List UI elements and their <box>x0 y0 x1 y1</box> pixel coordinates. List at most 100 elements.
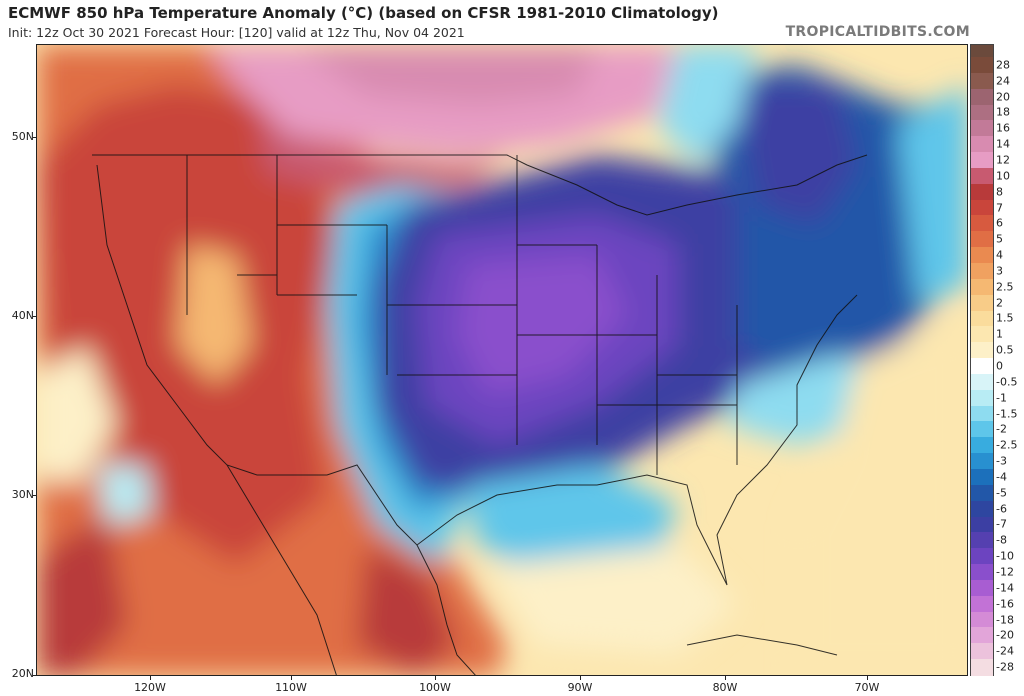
lat-label-40n: 40N <box>11 309 34 322</box>
brand-watermark: TROPICALTIDBITS.COM <box>785 24 970 40</box>
colorbar-swatch <box>971 294 993 312</box>
colorbar-swatch <box>971 659 993 676</box>
colorbar-label: 3 <box>996 264 1003 278</box>
colorbar-label: 24 <box>996 74 1010 88</box>
lat-label-30n: 30N <box>11 488 34 501</box>
colorbar-cap <box>971 45 993 57</box>
colorbar-label: -6 <box>996 502 1007 516</box>
colorbar-label: 7 <box>996 201 1003 215</box>
colorbar-label: 2 <box>996 296 1003 310</box>
colorbar-label: -12 <box>996 565 1014 579</box>
lon-tick <box>580 676 581 680</box>
lon-label-110w: 110W <box>275 681 307 694</box>
colorbar-swatch <box>971 88 993 106</box>
colorbar-swatch <box>971 72 993 90</box>
political-borders <box>92 154 868 675</box>
colorbar-swatch <box>971 516 993 533</box>
colorbar-swatch <box>971 152 993 169</box>
colorbar-label: -18 <box>996 613 1014 627</box>
lon-tick <box>867 676 868 680</box>
mexico-gulf-coast <box>416 544 476 675</box>
anomaly-field <box>37 45 967 675</box>
colorbar-swatch <box>971 104 993 121</box>
colorbar-label: 2.5 <box>996 280 1014 294</box>
lon-tick <box>291 676 292 680</box>
colorbar-swatch <box>971 247 993 264</box>
colorbar-swatch <box>971 484 993 502</box>
colorbar-label: 12 <box>996 153 1010 167</box>
colorbar-swatch <box>971 389 993 407</box>
colorbar-swatch <box>971 421 993 438</box>
colorbar-swatch <box>971 579 993 597</box>
colorbar-swatch <box>971 373 993 391</box>
colorbar-swatch <box>971 595 993 613</box>
lat-tick <box>33 495 37 496</box>
state-lines <box>186 155 518 445</box>
colorbar-label: 0 <box>996 359 1003 373</box>
colorbar-label: 28 <box>996 58 1010 72</box>
lat-tick <box>33 675 37 676</box>
colorbar-label: -1 <box>996 391 1007 405</box>
colorbar-label: 6 <box>996 216 1003 230</box>
colorbar-swatch <box>971 611 993 629</box>
colorbar-label: -20 <box>996 628 1014 642</box>
colorbar-swatch <box>971 183 993 201</box>
colorbar-swatch <box>971 405 993 423</box>
map-title: ECMWF 850 hPa Temperature Anomaly (°C) (… <box>8 4 719 22</box>
colorbar-swatch <box>971 500 993 518</box>
colorbar-swatch <box>971 136 993 153</box>
colorbar-label: 5 <box>996 232 1003 246</box>
us-coastline <box>96 164 858 586</box>
colorbar-swatch <box>971 564 993 581</box>
colorbar-label: 8 <box>996 185 1003 199</box>
lon-label-70w: 70W <box>854 681 880 694</box>
lat-label-50n: 50N <box>11 130 34 143</box>
colorbar-swatch <box>971 453 993 470</box>
colorbar-label: -8 <box>996 533 1007 547</box>
lon-label-80w: 80W <box>712 681 738 694</box>
lon-label-100w: 100W <box>419 681 451 694</box>
lon-tick <box>435 676 436 680</box>
colorbar-swatch <box>971 358 993 375</box>
colorbar-label: -4 <box>996 470 1007 484</box>
colorbar-swatch <box>971 326 993 343</box>
colorbar-swatch <box>971 278 993 296</box>
colorbar-label: -2.5 <box>996 438 1018 452</box>
colorbar-swatch <box>971 469 993 486</box>
colorbar-label: 0.5 <box>996 343 1014 357</box>
colorbar-swatch <box>971 310 993 327</box>
colorbar-swatch <box>971 548 993 565</box>
cuba-outline <box>686 634 838 656</box>
colorbar-label: 4 <box>996 248 1003 262</box>
colorbar-swatch <box>971 231 993 248</box>
colorbar-swatch <box>971 437 993 454</box>
colorbar-label: -2 <box>996 422 1007 436</box>
us-canada-border <box>92 154 868 216</box>
map-subtitle: Init: 12z Oct 30 2021 Forecast Hour: [12… <box>8 25 465 40</box>
colorbar-label: 14 <box>996 137 1010 151</box>
colorbar-label: 16 <box>996 121 1010 135</box>
colorbar-swatch <box>971 342 993 359</box>
colorbar-label: 1.5 <box>996 311 1014 325</box>
colorbar-swatch <box>971 532 993 549</box>
colorbar-swatch <box>971 167 993 185</box>
colorbar-swatch <box>971 120 993 137</box>
colorbar-label: -3 <box>996 454 1007 468</box>
colorbar-label: -16 <box>996 597 1014 611</box>
colorbar-swatch <box>971 57 993 74</box>
colorbar-swatch <box>971 643 993 660</box>
mexico-pacific-coast <box>226 464 337 675</box>
colorbar <box>970 44 994 676</box>
lat-tick <box>33 316 37 317</box>
state-lines-east <box>517 244 738 475</box>
colorbar-label: -5 <box>996 486 1007 500</box>
colorbar-label: -1.5 <box>996 407 1018 421</box>
anomaly-map-canvas <box>37 45 967 675</box>
lon-label-120w: 120W <box>134 681 166 694</box>
lon-tick <box>725 676 726 680</box>
lon-tick <box>150 676 151 680</box>
anomaly-map <box>36 44 968 676</box>
colorbar-label: -7 <box>996 517 1007 531</box>
colorbar-label: 20 <box>996 90 1010 104</box>
colorbar-label: 18 <box>996 105 1010 119</box>
